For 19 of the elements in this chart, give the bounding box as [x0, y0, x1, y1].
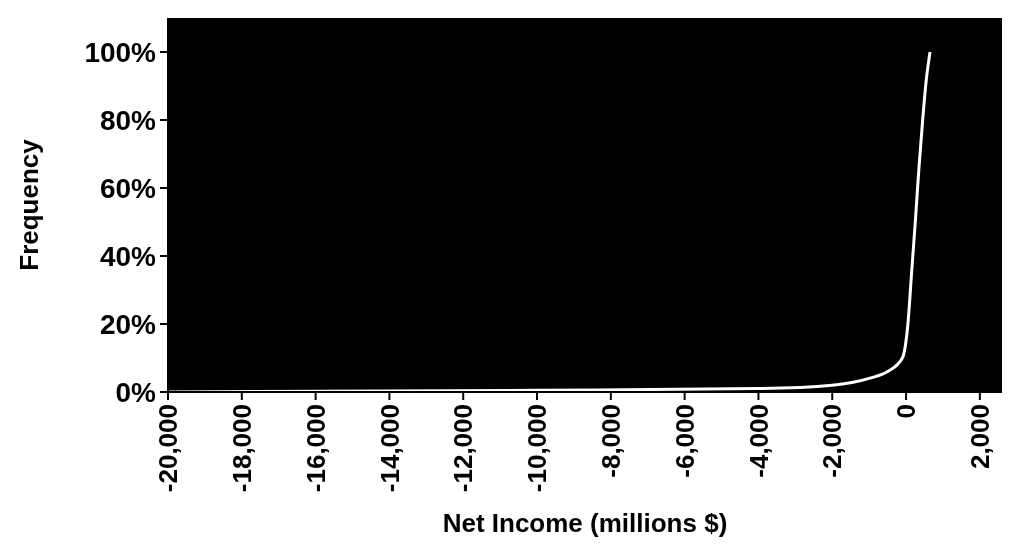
x-tick-label: -8,000 — [595, 404, 626, 478]
x-tick-label: 2,000 — [964, 404, 995, 470]
x-tick-label: -16,000 — [300, 404, 331, 493]
x-tick-label: -2,000 — [817, 404, 848, 478]
y-tick-label: 80% — [99, 104, 157, 136]
x-tick-label: -18,000 — [226, 404, 257, 493]
x-axis-title: Net Income (millions $) — [442, 508, 728, 538]
x-tick-label: -12,000 — [448, 404, 479, 493]
line-series — [166, 50, 932, 394]
y-tick-label: 20% — [99, 308, 157, 340]
x-tick-label: -14,000 — [374, 404, 405, 493]
x-tick-label: -4,000 — [743, 404, 774, 478]
y-axis-title: Frequency — [14, 138, 44, 271]
x-tick-label: -6,000 — [669, 404, 700, 478]
y-tick-label: 100% — [84, 36, 157, 68]
y-tick-label: 60% — [99, 172, 157, 204]
x-tick-label: -10,000 — [522, 404, 553, 493]
y-tick-label: 40% — [99, 240, 157, 272]
x-tick-label: 0 — [891, 404, 922, 419]
